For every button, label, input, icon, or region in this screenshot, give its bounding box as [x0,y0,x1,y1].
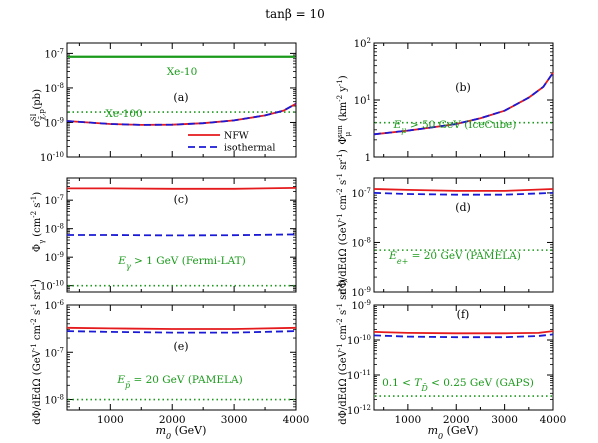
panel-d: 10-9 10-8 10-7 (d) [351,177,554,299]
svg-text:Φγ(cm-2 s-1): Φγ(cm-2 s-1) [30,192,46,252]
y-tick-label: 10-6 [44,299,64,312]
plot-frame [66,304,297,411]
annotation-pamela-antiproton: Ep̄ = 20 GeV (PAMELA) [116,374,242,390]
annotation-xe100: Xe-100 [105,108,142,120]
x-axis-label-left: m0 (GeV) [156,424,207,441]
annotation-icecube: Eμ > 50 GeV (IceCube) [393,119,517,135]
y-tick-label: 10-10 [347,334,371,347]
x-tick-label: 3000 [491,414,518,426]
y-tick-label: 10-8 [44,394,64,407]
panel-label: (b) [455,81,471,94]
y-axis-label-b: Φμsun(km-2 y-1) [336,75,352,144]
y-tick-label: 10-11 [347,369,371,382]
figure-title: tanβ = 10 [265,7,325,21]
x-tick-label: 4000 [540,414,567,426]
annotation-xe10: Xe-10 [167,66,198,78]
y-tick-label: 10-7 [44,194,64,207]
panel-label: (f) [457,308,470,321]
panel-b: 1 101 102 (b) [354,37,554,164]
y-tick-label: 101 [354,94,371,107]
panel-f: 10-12 10-11 10-10 10-9 1000 2000 3000 4000 (f) [347,299,566,426]
y-tick-label: 10-12 [347,404,371,417]
series-isothermal [66,330,297,334]
plot-frame [373,177,554,293]
y-axis-label-d: dΦ/dEdΩ (GeV-1 cm-2 s-1 sr-1) [336,149,349,295]
x-axis-label-right: m0 (GeV) [428,424,479,441]
series-nfw [373,188,554,192]
y-axis-label-a: σχ̃,pSI(pb) [30,89,46,127]
legend-label-isothermal: isothermal [224,143,275,154]
series-isothermal [373,192,554,196]
series-isothermal [67,233,297,237]
y-tick-label: 1 [365,153,371,164]
panel-label: (a) [173,91,188,104]
plot-frame [66,42,297,158]
plot-frame [373,304,554,411]
y-tick-label: 102 [354,37,371,50]
panel-c: 10-10 10-9 10-8 10-7 (c) [40,177,297,293]
panel-label: (c) [174,193,189,206]
y-tick-label: 10-8 [44,82,64,95]
svg-text:dΦ/dEdΩ (GeV-1 cm-2 s-1 sr-1): dΦ/dEdΩ (GeV-1 cm-2 s-1 sr-1) [336,149,349,295]
x-tick-label: 1000 [97,414,124,426]
x-tick-label: 1000 [394,414,421,426]
y-axis-label-e: dΦ/dEdΩ (GeV-1 cm-2 s-1 sr-1) [30,279,43,425]
annotation-fermi: Eγ > 1 GeV (Fermi-LAT) [117,255,245,271]
series-nfw [373,330,554,335]
y-axis-label-c: Φγ(cm-2 s-1) [30,192,46,252]
panel-label: (e) [173,340,188,353]
x-tick-label: 2000 [159,414,186,426]
y-tick-label: 10-9 [44,251,64,264]
panel-label: (d) [455,201,471,214]
x-tick-label: 4000 [283,414,310,426]
y-tick-label: 10-9 [44,116,64,129]
y-tick-label: 10-8 [44,223,64,236]
series-nfw [66,326,297,330]
svg-text:dΦ/dEdΩ (GeV-1 cm-2 s-1 sr-1): dΦ/dEdΩ (GeV-1 cm-2 s-1 sr-1) [30,279,43,425]
y-tick-label: 10-7 [351,187,371,200]
series-nfw [67,187,297,190]
series-nfw [66,102,297,126]
series-nfw [373,72,554,136]
annotation-gaps: 0.1 < TD̄ < 0.25 GeV (GAPS) [382,377,534,393]
y-tick-label: 10-7 [44,47,64,60]
y-tick-label: 10-9 [351,299,371,312]
series-isothermal [373,333,554,339]
y-tick-label: 10-10 [40,151,64,164]
annotation-pamela-positron: Ee+ = 20 GeV (PAMELA) [388,250,521,266]
y-axis-label-f: dΦ/dEdΩ (GeV-1 cm-2 s-1 sr-1) [336,279,349,425]
y-tick-label: 10-9 [351,286,371,299]
svg-text:Φμsun(km-2 y-1): Φμsun(km-2 y-1) [336,75,352,144]
x-tick-label: 3000 [221,414,248,426]
y-tick-label: 10-7 [44,346,64,359]
panel-e: 10-8 10-7 10-6 1000 2000 3000 4000 (e) [44,299,309,426]
series-isothermal [66,102,297,126]
y-tick-label: 10-10 [40,280,64,293]
x-tick-label: 2000 [443,414,470,426]
legend-label-nfw: NFW [224,131,249,142]
y-tick-label: 10-8 [351,236,371,249]
svg-text:dΦ/dEdΩ (GeV-1 cm-2 s-1 sr-1): dΦ/dEdΩ (GeV-1 cm-2 s-1 sr-1) [336,279,349,425]
svg-text:σχ̃,pSI(pb): σχ̃,pSI(pb) [30,89,46,127]
